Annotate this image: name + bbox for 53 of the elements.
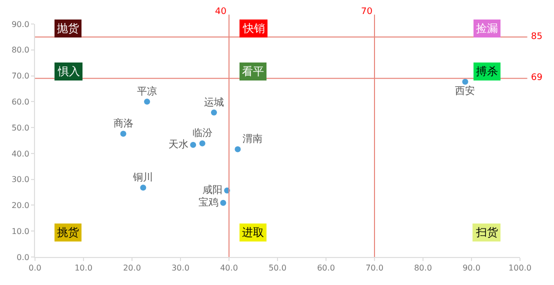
series-label: 渭南 — [242, 133, 262, 146]
y-tick-label: 0.0 — [16, 252, 30, 262]
series-label: 咸阳 — [202, 184, 222, 196]
annotation: 进取 — [242, 226, 264, 239]
x-tick-label: 60.0 — [317, 264, 335, 273]
x-tick-label: 90.0 — [462, 264, 480, 273]
series-label: 铜川 — [132, 171, 154, 184]
ref-line-label: 70 — [361, 7, 373, 17]
series-label: 西安 — [455, 84, 476, 97]
annotation: 捡漏 — [476, 22, 498, 35]
y-tick-label: 40.0 — [12, 149, 30, 158]
x-tick-label: 100.0 — [508, 264, 532, 273]
x-tick-label: 10.0 — [74, 264, 92, 273]
ref-line-label: 85 — [531, 32, 542, 42]
annotation: 惧入 — [57, 65, 80, 78]
point — [199, 140, 206, 146]
x-tick-label: 80.0 — [414, 264, 432, 273]
ref-line-label: 40 — [215, 7, 227, 17]
point — [144, 98, 150, 105]
series-label: 天水 — [168, 138, 188, 150]
x-tick-label: 30.0 — [172, 264, 190, 273]
y-tick-label: 30.0 — [12, 175, 30, 184]
ref-line-label: 69 — [531, 73, 543, 83]
x-tick-label: 70.0 — [366, 264, 384, 273]
series-label: 运城 — [204, 96, 224, 108]
y-tick-label: 10.0 — [12, 226, 30, 236]
y-tick-label: 60.0 — [12, 97, 30, 106]
point — [140, 184, 146, 191]
point — [220, 200, 226, 206]
annotation: 快销 — [242, 22, 265, 35]
x-tick-label: 40.0 — [220, 264, 238, 273]
annotation: 抛货 — [57, 22, 79, 35]
x-tick-label: 50.0 — [268, 264, 286, 273]
point — [462, 78, 468, 85]
series-label: 商洛 — [113, 118, 134, 130]
y-tick-label: 70.0 — [12, 72, 30, 81]
y-tick-label: 20.0 — [12, 201, 30, 210]
annotation: 扫货 — [475, 226, 498, 239]
y-tick-label: 80.0 — [12, 46, 30, 55]
y-tick-label: 50.0 — [12, 123, 30, 132]
x-tick-label: 0.0 — [28, 264, 42, 273]
point — [120, 130, 126, 137]
annotation: 搏杀 — [476, 65, 498, 78]
point — [190, 142, 196, 148]
y-tick-label: 90.0 — [12, 20, 30, 29]
series-label: 宝鸡 — [198, 196, 218, 208]
annotation: 挑货 — [57, 226, 79, 239]
point — [234, 146, 241, 152]
series-label: 平凉 — [137, 85, 158, 98]
series-label: 临汾 — [192, 127, 212, 140]
annotation: 看平 — [242, 65, 264, 78]
x-tick-label: 20.0 — [123, 264, 141, 273]
point — [210, 110, 217, 116]
